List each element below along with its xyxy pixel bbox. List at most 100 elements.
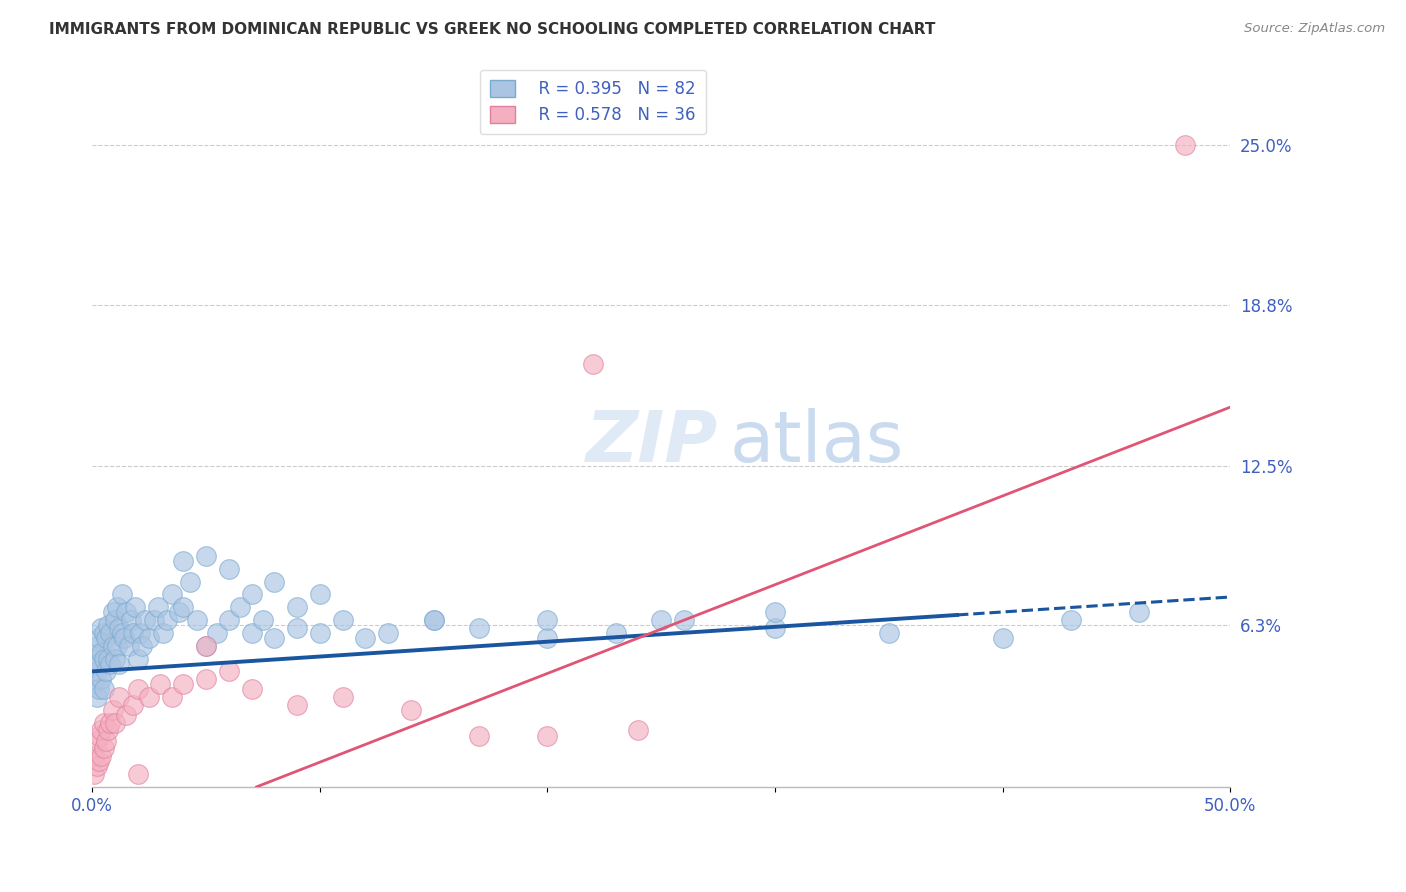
Point bbox=[195, 549, 218, 563]
Point bbox=[131, 639, 153, 653]
Point bbox=[179, 574, 201, 589]
Point bbox=[111, 626, 134, 640]
Point bbox=[138, 690, 160, 704]
Point bbox=[94, 631, 117, 645]
Point bbox=[97, 651, 120, 665]
Point bbox=[650, 613, 672, 627]
Point bbox=[763, 621, 786, 635]
Point bbox=[112, 631, 135, 645]
Point bbox=[172, 554, 194, 568]
Point bbox=[1174, 138, 1197, 153]
Point bbox=[127, 682, 149, 697]
Point bbox=[90, 749, 112, 764]
Point bbox=[1060, 613, 1083, 627]
Point bbox=[90, 723, 112, 738]
Point bbox=[93, 682, 115, 697]
Point bbox=[229, 600, 252, 615]
Point bbox=[377, 626, 399, 640]
Point bbox=[83, 767, 105, 781]
Point bbox=[101, 703, 124, 717]
Point bbox=[138, 631, 160, 645]
Point bbox=[218, 665, 240, 679]
Point bbox=[87, 754, 110, 768]
Point bbox=[129, 626, 152, 640]
Legend:   R = 0.395   N = 82,   R = 0.578   N = 36: R = 0.395 N = 82, R = 0.578 N = 36 bbox=[479, 70, 706, 135]
Point bbox=[127, 651, 149, 665]
Point bbox=[87, 657, 110, 671]
Point bbox=[87, 631, 110, 645]
Point bbox=[308, 587, 330, 601]
Point bbox=[354, 631, 377, 645]
Point bbox=[120, 613, 142, 627]
Point bbox=[468, 729, 491, 743]
Point bbox=[86, 639, 108, 653]
Point bbox=[207, 626, 229, 640]
Point bbox=[160, 690, 183, 704]
Point bbox=[83, 677, 105, 691]
Point bbox=[172, 677, 194, 691]
Point bbox=[108, 621, 131, 635]
Point bbox=[100, 657, 122, 671]
Point bbox=[536, 613, 558, 627]
Point bbox=[111, 587, 134, 601]
Point bbox=[468, 621, 491, 635]
Point bbox=[285, 600, 308, 615]
Point bbox=[93, 715, 115, 730]
Point bbox=[582, 357, 605, 371]
Point bbox=[86, 690, 108, 704]
Point bbox=[142, 613, 165, 627]
Point bbox=[605, 626, 627, 640]
Point bbox=[152, 626, 174, 640]
Point bbox=[105, 600, 128, 615]
Text: atlas: atlas bbox=[730, 408, 904, 476]
Point bbox=[108, 690, 131, 704]
Point bbox=[90, 621, 112, 635]
Point bbox=[148, 600, 170, 615]
Point bbox=[93, 651, 115, 665]
Point bbox=[86, 733, 108, 747]
Point bbox=[90, 647, 112, 661]
Point bbox=[195, 639, 218, 653]
Point bbox=[124, 600, 146, 615]
Point bbox=[672, 613, 695, 627]
Point bbox=[127, 767, 149, 781]
Point bbox=[1128, 606, 1150, 620]
Point bbox=[285, 698, 308, 712]
Point bbox=[156, 613, 179, 627]
Point bbox=[101, 639, 124, 653]
Point bbox=[263, 631, 285, 645]
Point bbox=[97, 618, 120, 632]
Point bbox=[93, 626, 115, 640]
Point bbox=[218, 562, 240, 576]
Point bbox=[536, 631, 558, 645]
Point bbox=[94, 665, 117, 679]
Point bbox=[991, 631, 1014, 645]
Point bbox=[167, 606, 190, 620]
Point bbox=[149, 677, 172, 691]
Point bbox=[100, 715, 122, 730]
Point bbox=[252, 613, 274, 627]
Point bbox=[83, 651, 105, 665]
Text: IMMIGRANTS FROM DOMINICAN REPUBLIC VS GREEK NO SCHOOLING COMPLETED CORRELATION C: IMMIGRANTS FROM DOMINICAN REPUBLIC VS GR… bbox=[49, 22, 935, 37]
Point bbox=[160, 587, 183, 601]
Point bbox=[86, 759, 108, 773]
Point bbox=[104, 651, 127, 665]
Point bbox=[86, 665, 108, 679]
Point bbox=[100, 626, 122, 640]
Point bbox=[122, 698, 145, 712]
Point bbox=[285, 621, 308, 635]
Point bbox=[134, 613, 156, 627]
Point bbox=[240, 682, 263, 697]
Point bbox=[108, 657, 131, 671]
Point bbox=[93, 741, 115, 756]
Point bbox=[399, 703, 422, 717]
Point bbox=[218, 613, 240, 627]
Point bbox=[627, 723, 650, 738]
Point bbox=[115, 606, 138, 620]
Point bbox=[763, 606, 786, 620]
Point bbox=[104, 715, 127, 730]
Point bbox=[115, 708, 138, 723]
Point bbox=[172, 600, 194, 615]
Point bbox=[240, 587, 263, 601]
Point bbox=[332, 613, 354, 627]
